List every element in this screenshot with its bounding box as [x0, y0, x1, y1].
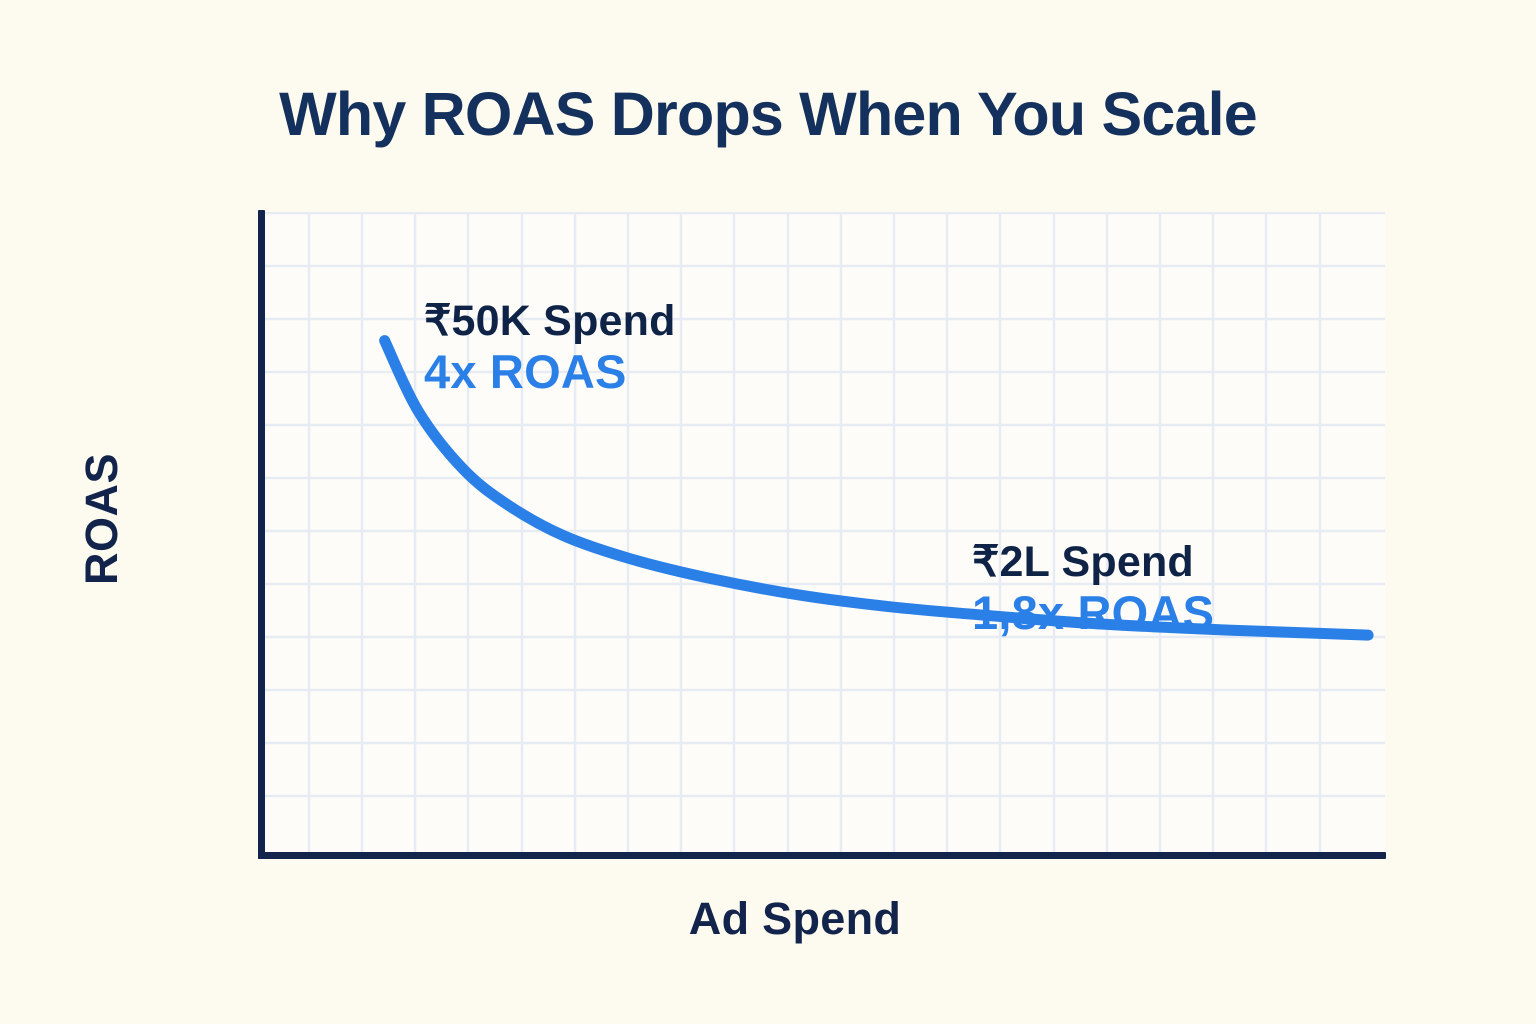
y-axis-line: [258, 210, 265, 859]
x-axis-line: [258, 852, 1386, 859]
page-title: Why ROAS Drops When You Scale: [279, 80, 1258, 148]
annotation-low-spend: ₹50K Spend 4x ROAS: [424, 298, 676, 400]
annotation-high-spend: ₹2L Spend 1,8x ROAS: [972, 539, 1214, 641]
roas-curve-path: [379, 335, 1374, 641]
roas-decay-curve: [379, 335, 1374, 641]
annotation-low-spend-roas: 4x ROAS: [424, 345, 627, 399]
grid-lines: [261, 212, 1385, 855]
y-axis-title: ROAS: [76, 453, 127, 586]
x-axis-title: Ad Spend: [688, 893, 902, 944]
annotation-high-spend-label: ₹2L Spend: [972, 538, 1194, 586]
annotation-low-spend-label: ₹50K Spend: [424, 297, 676, 345]
plot-area: [261, 212, 1385, 855]
annotation-high-spend-roas: 1,8x ROAS: [972, 586, 1215, 640]
